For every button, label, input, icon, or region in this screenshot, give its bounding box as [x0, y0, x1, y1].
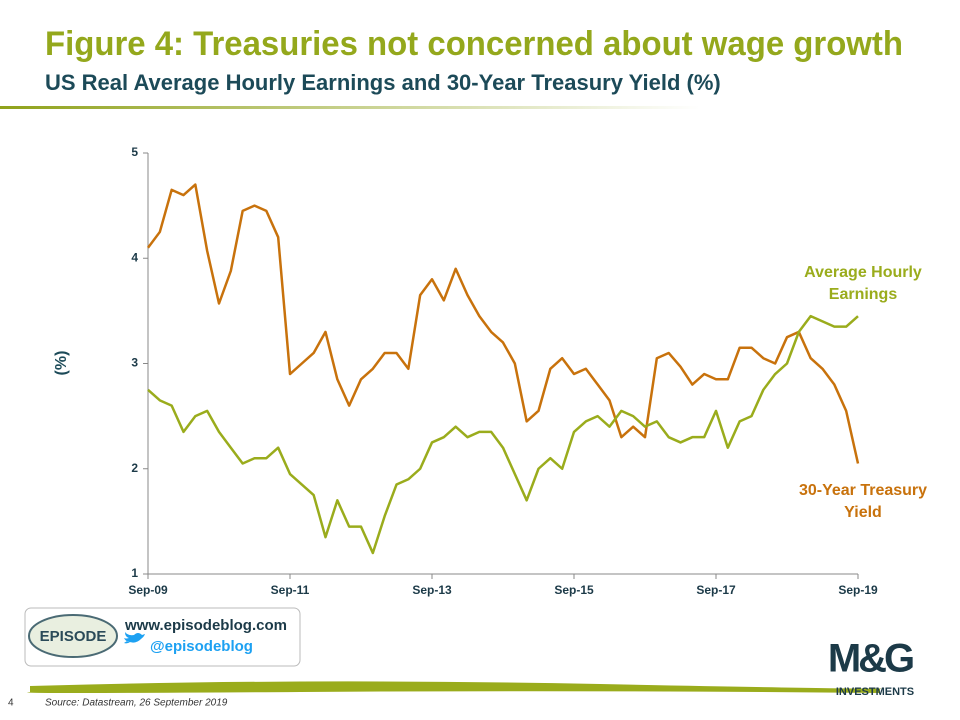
x-tick-label: Sep-19 — [838, 583, 878, 597]
series-line — [146, 183, 860, 464]
brand-subtitle: INVESTMENTS — [836, 686, 914, 698]
episode-logo — [28, 614, 118, 658]
x-tick-label: Sep-13 — [412, 583, 452, 597]
brush-stroke — [27, 681, 882, 693]
y-tick-label: 4 — [131, 250, 138, 264]
y-tick-label: 2 — [131, 461, 138, 475]
x-tick-label: Sep-09 — [128, 583, 168, 597]
x-tick-label: Sep-17 — [696, 583, 736, 597]
x-tick-label: Sep-11 — [271, 583, 310, 597]
series-label: Average Hourly Earnings — [804, 264, 922, 303]
title: Figure 4: Treasuries not concerned about… — [45, 25, 903, 63]
twitter-handle: @episodeblog — [150, 638, 253, 655]
series-line — [147, 314, 859, 555]
episode-logo-text: EPISODE — [40, 628, 107, 645]
series-label: 30-Year Treasury Yield — [798, 482, 928, 521]
page-number: 4 — [8, 698, 14, 709]
twitter-icon — [124, 632, 145, 644]
y-axis-label: (%) — [53, 351, 70, 376]
y-tick-label: 3 — [131, 356, 138, 370]
website: www.episodeblog.com — [124, 617, 287, 634]
y-tick-label: 1 — [131, 566, 138, 580]
y-tick-label: 5 — [131, 145, 138, 159]
x-tick-label: Sep-15 — [554, 583, 594, 597]
source: Source: Datastream, 26 September 2019 — [45, 698, 228, 709]
subtitle: US Real Average Hourly Earnings and 30-Y… — [45, 70, 721, 95]
title-underline — [0, 106, 700, 109]
plot-area: 1 2 3 4 5 Sep-09 Sep-11 Sep-13 Sep-15 Sep-17 Sep-1… — [128, 145, 878, 597]
brand-logo: M&G — [828, 637, 913, 681]
